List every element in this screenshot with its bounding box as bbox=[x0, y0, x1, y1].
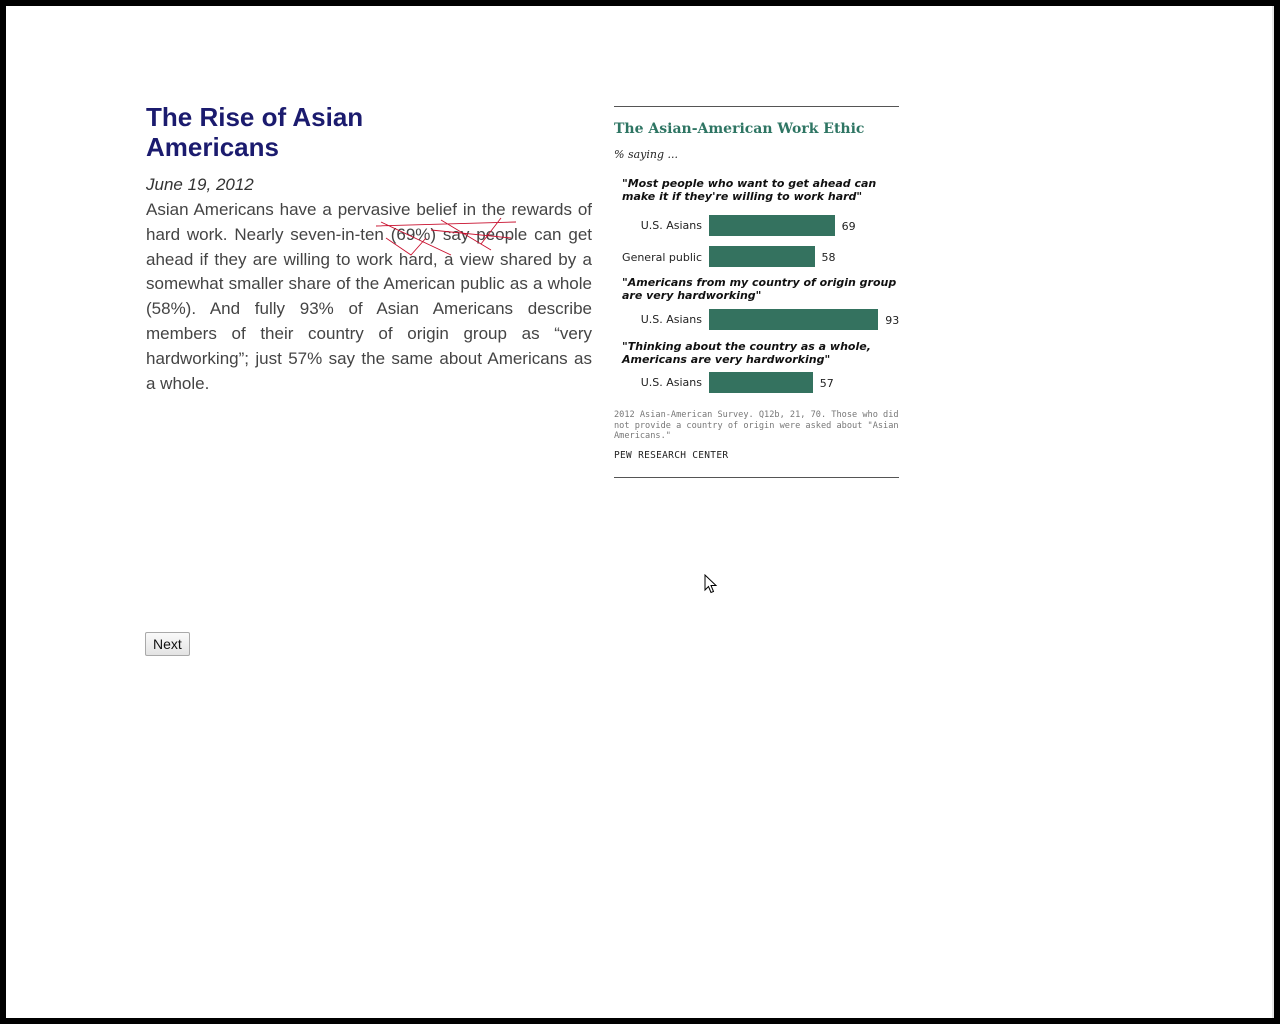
pen-scribble-annotation bbox=[375, 217, 517, 256]
bar-label-general-public-q1: General public bbox=[622, 251, 702, 264]
article-title: The Rise of Asian Americans bbox=[146, 102, 364, 162]
bar-us-asians-q1 bbox=[709, 215, 835, 236]
chart-note: 2012 Asian-American Survey. Q12b, 21, 70… bbox=[614, 410, 899, 441]
browser-viewport: The Rise of Asian Americans June 19, 201… bbox=[6, 6, 1274, 1018]
article-body: Asian Americans have a pervasive belief … bbox=[146, 200, 592, 393]
chart-figure: The Asian-American Work Ethic % saying .… bbox=[614, 106, 899, 478]
chart-subtitle: % saying ... bbox=[614, 148, 678, 161]
bar-label-us-asians-q2: U.S. Asians bbox=[640, 313, 702, 326]
chart-source: PEW RESEARCH CENTER bbox=[614, 450, 729, 461]
bar-value-general-public-q1: 58 bbox=[821, 251, 836, 264]
bar-value-us-asians-q3: 57 bbox=[819, 377, 834, 390]
article: The Rise of Asian Americans June 19, 201… bbox=[146, 102, 592, 396]
bar-us-asians-q3 bbox=[709, 372, 813, 393]
bar-label-us-asians-q3: U.S. Asians bbox=[640, 376, 702, 389]
article-date: June 19, 2012 bbox=[146, 175, 254, 194]
bar-label-us-asians-q1: U.S. Asians bbox=[640, 219, 702, 232]
chart-title: The Asian-American Work Ethic bbox=[614, 121, 865, 137]
chart-question-2: "Americans from my country of origin gro… bbox=[622, 276, 897, 302]
mouse-cursor-icon bbox=[704, 574, 718, 594]
next-button[interactable]: Next bbox=[145, 632, 190, 656]
chart-question-1: "Most people who want to get ahead can m… bbox=[622, 177, 877, 203]
chart-question-3: "Thinking about the country as a whole, … bbox=[622, 340, 871, 366]
bar-value-us-asians-q1: 69 bbox=[841, 220, 856, 233]
scrollbar-edge bbox=[1272, 6, 1274, 1018]
bar-value-us-asians-q2: 93 bbox=[885, 314, 900, 327]
bar-us-asians-q2 bbox=[709, 309, 879, 330]
bar-general-public-q1 bbox=[709, 246, 815, 267]
